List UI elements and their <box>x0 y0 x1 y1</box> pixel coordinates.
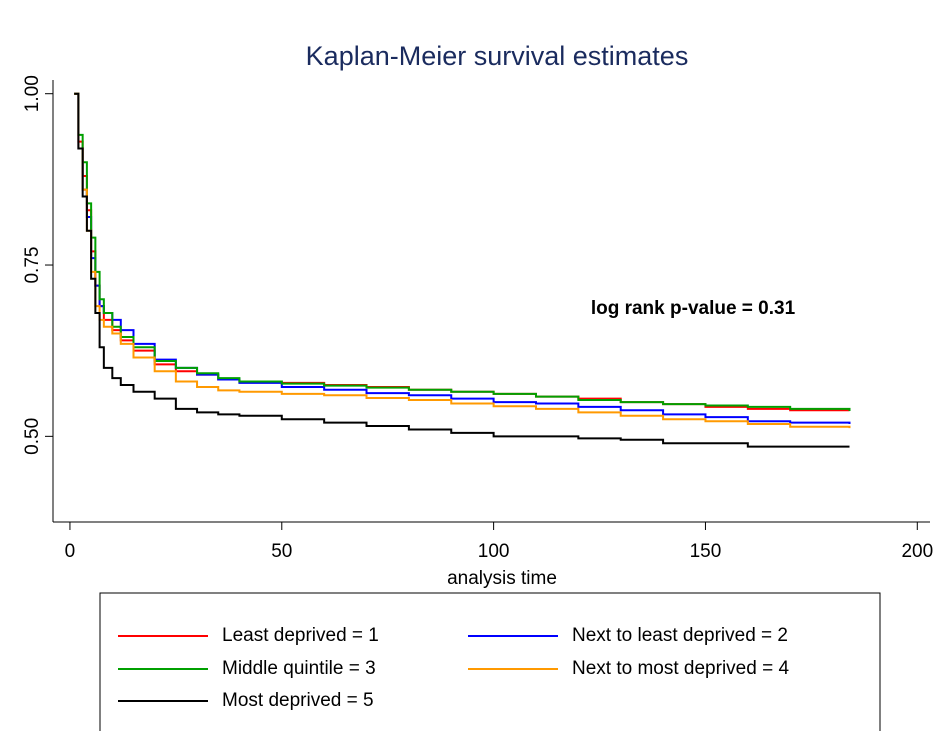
legend-label: Next to most deprived = 4 <box>572 658 789 679</box>
legend-label: Middle quintile = 3 <box>222 658 376 679</box>
survival-curve <box>74 92 850 448</box>
y-tick-label: 0.75 <box>22 247 43 284</box>
annotation: log rank p-value = 0.31 <box>591 298 796 319</box>
survival-curve <box>74 92 851 429</box>
x-tick-label: 0 <box>65 541 76 562</box>
survival-curve <box>74 92 851 412</box>
legend-label: Next to least deprived = 2 <box>572 625 788 646</box>
legend-label: Least deprived = 1 <box>222 625 379 646</box>
survival-curve <box>74 92 851 425</box>
y-tick-label: 1.00 <box>22 75 43 112</box>
legend-label: Most deprived = 5 <box>222 690 374 711</box>
x-axis-label: analysis time <box>447 568 557 589</box>
x-tick-label: 200 <box>901 541 933 562</box>
y-tick-label: 0.50 <box>22 418 43 455</box>
legend-box <box>99 592 881 731</box>
survival-curve <box>74 92 851 411</box>
x-tick-label: 100 <box>478 541 510 562</box>
x-tick-label: 150 <box>690 541 722 562</box>
x-tick-label: 50 <box>271 541 292 562</box>
chart-title: Kaplan-Meier survival estimates <box>306 41 689 71</box>
